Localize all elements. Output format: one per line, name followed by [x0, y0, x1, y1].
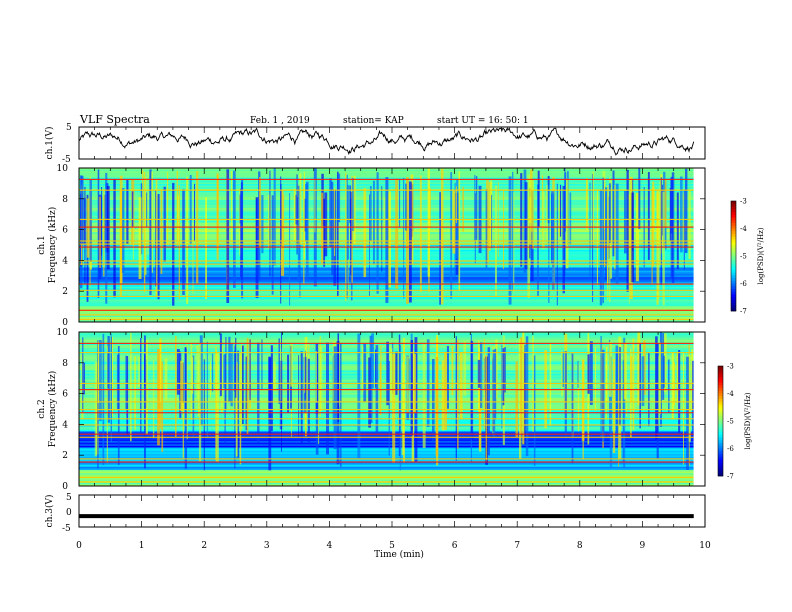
freq-tick-label: 4 — [62, 420, 68, 430]
time-tick-label: 10 — [699, 541, 711, 551]
time-tick-label: 1 — [139, 541, 145, 551]
freq-tick-label: 8 — [62, 359, 68, 369]
ch1-frequency-ticks: 0 2 4 6 8 10 — [57, 164, 705, 328]
ch2-colorbar-label: log(PSD)(V²/Hz) — [744, 392, 752, 449]
time-tick-label: 7 — [514, 541, 520, 551]
ch3-ytick-bottom: -5 — [62, 524, 71, 534]
time-tick-label: 8 — [577, 541, 583, 551]
colorbar-tick-label: -6 — [740, 280, 747, 288]
time-tick-label: 3 — [264, 541, 270, 551]
colorbar-tick-label: -4 — [727, 390, 734, 398]
time-tick-label: 9 — [640, 541, 646, 551]
freq-tick-label: 8 — [62, 195, 68, 205]
ch1-spectrogram-image — [79, 168, 705, 323]
ch2-spectrogram-image — [79, 332, 705, 487]
time-tick-label: 5 — [389, 541, 395, 551]
ch3-waveform-ticks — [78, 495, 706, 527]
ch2-spec-ylabel-freq: Frequency (kHz) — [47, 371, 58, 448]
ch2-colorbar-gradient — [718, 366, 723, 477]
ch1-spec-ylabel-freq: Frequency (kHz) — [47, 207, 58, 284]
colorbar-tick-label: -3 — [740, 198, 747, 206]
ch1-colorbar-label: log(PSD)(V²/Hz) — [757, 227, 765, 284]
ch1-colorbar: -3 -4 -5 -6 -7 log(PSD)(V²/Hz) — [730, 198, 765, 316]
freq-tick-label: 6 — [62, 226, 68, 236]
colorbar-tick-label: -5 — [740, 253, 747, 261]
time-axis-tick-labels: 0 1 2 3 4 5 6 7 8 9 10 — [76, 541, 711, 551]
freq-tick-label: 2 — [62, 451, 68, 461]
ch1-spectrogram-panel: 0 2 4 6 8 10 ch.1 Frequency (kHz) — [37, 164, 706, 328]
ch3-ylabel: ch.3(V) — [44, 495, 55, 528]
freq-tick-label: 6 — [62, 390, 68, 400]
ch1-colorbar-gradient — [731, 201, 736, 312]
freq-tick-label: 10 — [57, 328, 69, 338]
freq-tick-label: 10 — [57, 164, 69, 174]
time-tick-label: 6 — [452, 541, 458, 551]
time-tick-label: 4 — [327, 541, 333, 551]
time-axis-label: Time (min) — [374, 549, 424, 560]
station-label: station= KAP — [343, 116, 404, 126]
ch1-waveform-panel: 5 -5 ch.1(V) — [44, 123, 706, 165]
colorbar-tick-label: -5 — [727, 418, 734, 426]
ch2-spectrogram-panel: 0 2 4 6 8 10 ch.2 Frequency (kHz) — [37, 328, 706, 492]
ch1-waveform-line — [78, 127, 695, 156]
colorbar-tick-label: -7 — [740, 308, 747, 316]
ch1-ytick-top: 5 — [66, 123, 72, 133]
ch2-colorbar-ticks: -3 -4 -5 -6 -7 — [727, 363, 734, 481]
freq-tick-label: 2 — [62, 287, 68, 297]
start-time-label: start UT = 16: 50: 1 — [437, 116, 529, 126]
ch1-colorbar-ticks: -3 -4 -5 -6 -7 — [740, 198, 747, 316]
time-tick-label: 2 — [201, 541, 207, 551]
colorbar-tick-label: -6 — [727, 445, 734, 453]
ch2-frequency-ticks: 0 2 4 6 8 10 — [57, 328, 705, 492]
ch1-colorbar-frame — [730, 200, 737, 312]
colorbar-tick-label: -7 — [727, 473, 734, 481]
ch1-spectrogram-ticks — [78, 168, 706, 322]
ch3-ytick-zero: 0 — [66, 508, 72, 518]
ch1-ylabel: ch.1(V) — [44, 127, 55, 160]
freq-tick-label: 0 — [62, 482, 68, 492]
colorbar-tick-label: -4 — [740, 225, 747, 233]
ch1-spec-ylabel-ch: ch.1 — [37, 235, 47, 254]
time-tick-label: 0 — [76, 541, 82, 551]
ch1-waveform-ticks — [78, 127, 706, 159]
ch2-colorbar-frame — [717, 365, 724, 477]
date-label: Feb. 1 , 2019 — [250, 116, 310, 126]
ch2-spectrogram-ticks — [78, 332, 706, 486]
ch3-waveform-panel: 5 0 -5 ch.3(V) — [44, 493, 706, 534]
figure-title: VLF Spectra — [79, 113, 150, 126]
freq-tick-label: 0 — [62, 318, 68, 328]
colorbar-tick-label: -3 — [727, 363, 734, 371]
ch3-ytick-top: 5 — [66, 493, 72, 503]
ch1-ytick-bottom: -5 — [62, 155, 71, 165]
ch2-spec-ylabel-ch: ch.2 — [37, 399, 47, 418]
freq-tick-label: 4 — [62, 256, 68, 266]
ch2-colorbar: -3 -4 -5 -6 -7 log(PSD)(V²/Hz) — [717, 363, 752, 481]
